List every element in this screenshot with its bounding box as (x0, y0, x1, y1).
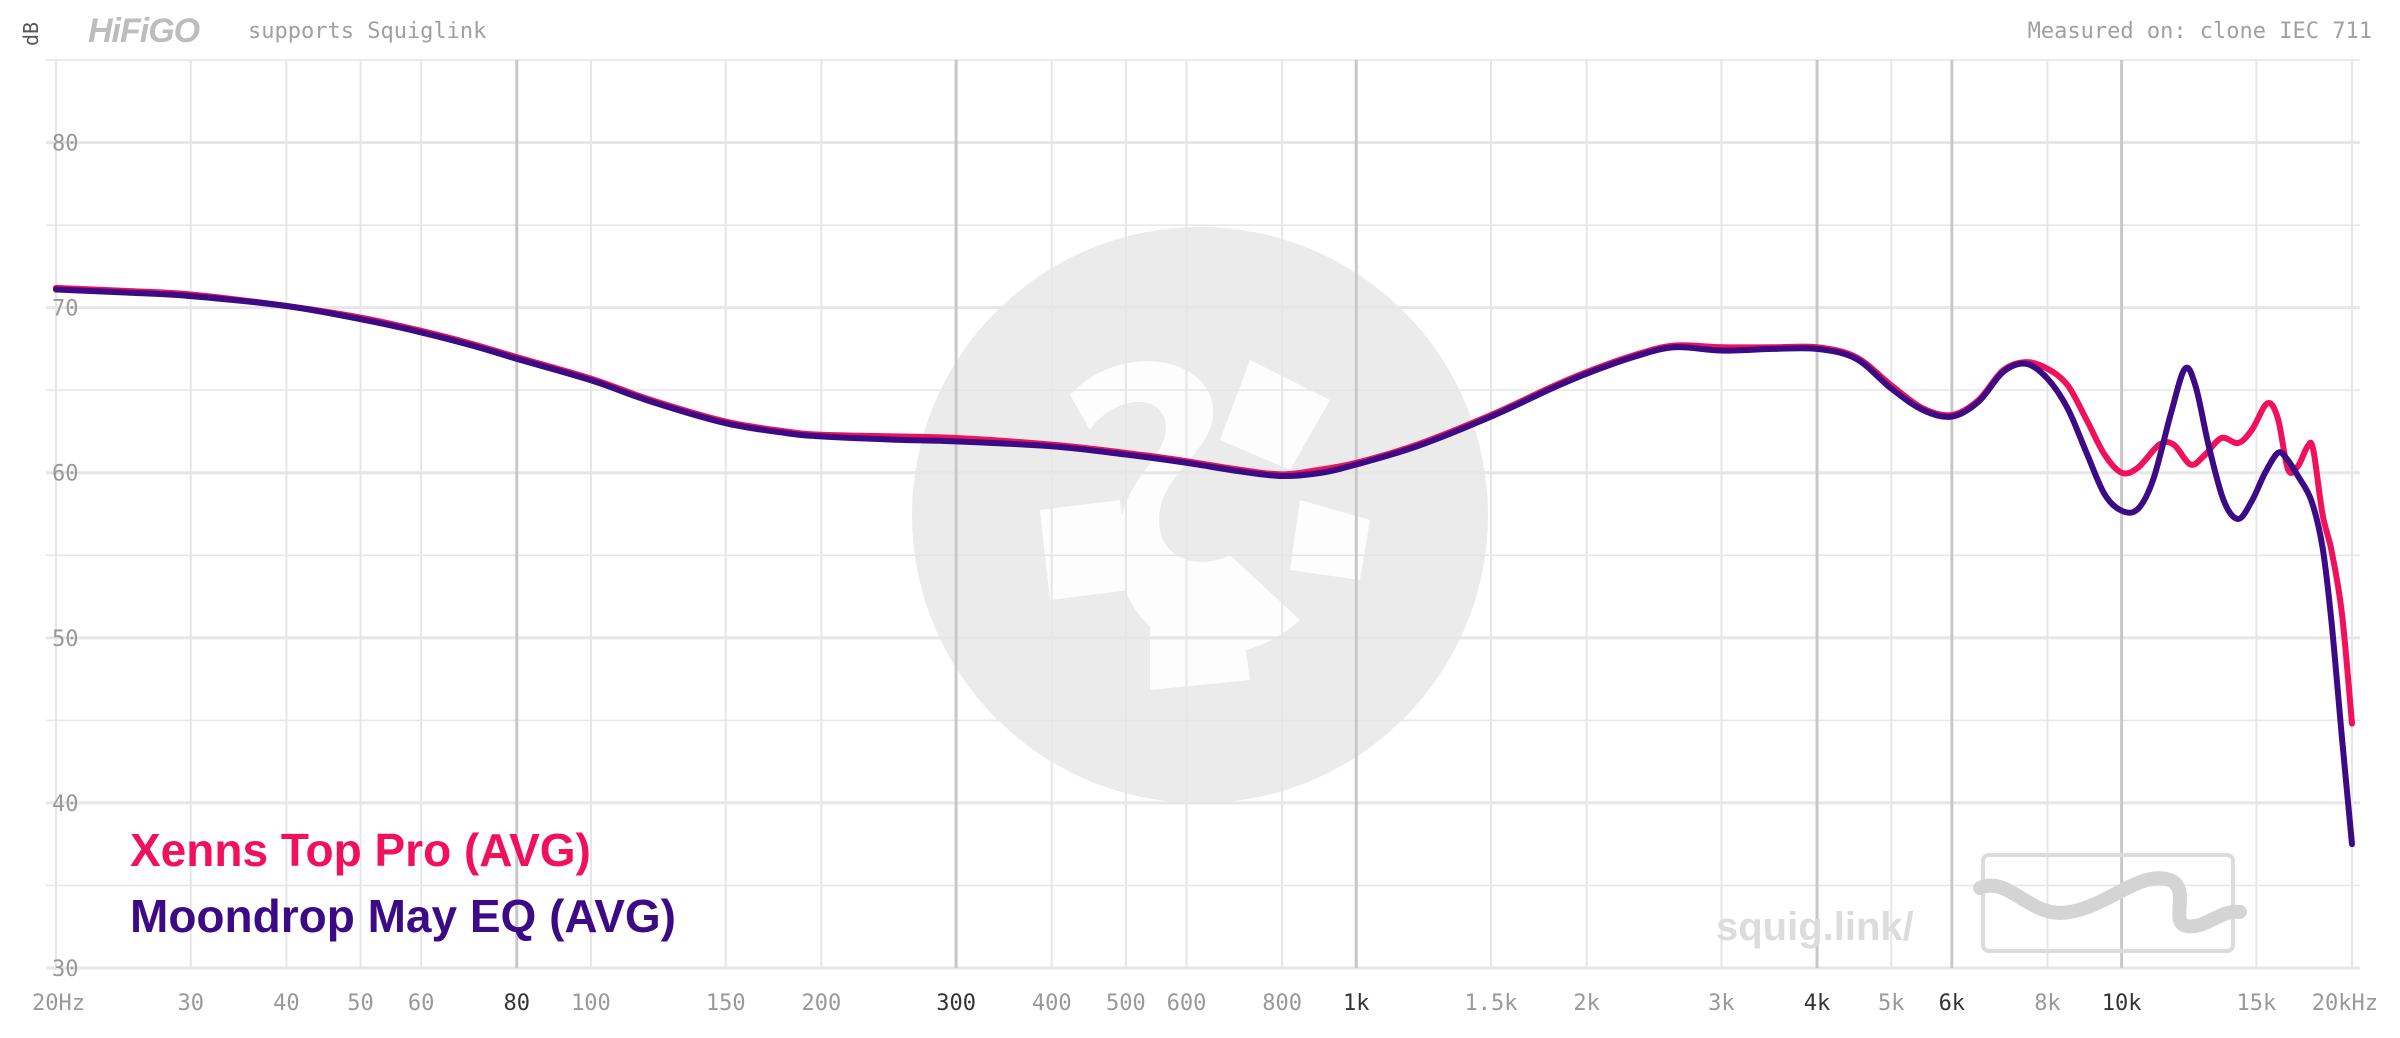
watermark-site-text: squig.link/ (1716, 905, 1914, 949)
brand-logo[interactable]: HiFiGO (88, 12, 201, 50)
x-tick-label: 600 (1167, 991, 1207, 1016)
x-tick-label: 6k (1939, 991, 1966, 1016)
header-tagline: supports Squiglink (248, 19, 486, 44)
x-tick-label: 60 (408, 991, 435, 1016)
x-tick-label: 10k (2102, 991, 2142, 1016)
x-tick-label: 15k (2237, 991, 2277, 1016)
y-tick-label: 60 (52, 462, 79, 487)
x-tick-label: 50 (347, 991, 374, 1016)
series-line-2[interactable] (53, 286, 2355, 848)
watermark-logo-icon (912, 227, 1488, 803)
y-tick-label: 30 (52, 957, 79, 982)
x-tick-label: 40 (273, 991, 300, 1016)
y-axis-tick-labels: 30 40 50 60 70 80 (52, 132, 79, 982)
measured-on-label: Measured on: clone IEC 711 (2028, 19, 2372, 44)
y-tick-label: 50 (52, 627, 79, 652)
legend-series-2-label[interactable]: Moondrop May EQ (AVG) (130, 890, 676, 942)
legend-series-1-label[interactable]: Xenns Top Pro (AVG) (130, 824, 591, 876)
x-tick-label: 800 (1262, 991, 1302, 1016)
y-tick-label: 40 (52, 792, 79, 817)
x-axis-tick-labels: 20Hz 30 40 50 60 80 100 150 200 300 400 500 600 800 1k… (32, 991, 2378, 1016)
series-lines (53, 284, 2355, 848)
x-tick-label: 4k (1804, 991, 1831, 1016)
x-tick-label: 8k (2034, 991, 2061, 1016)
x-tick-label: 100 (571, 991, 611, 1016)
y-tick-label: 80 (52, 132, 79, 157)
x-tick-label: 5k (1878, 991, 1905, 1016)
x-tick-label: 400 (1032, 991, 1072, 1016)
vertical-gridlines (55, 60, 2353, 968)
x-tick-label: 200 (801, 991, 841, 1016)
x-tick-label: 20Hz (32, 991, 85, 1016)
y-axis-unit-label: dB (19, 22, 43, 46)
x-tick-label: 80 (504, 991, 531, 1016)
x-tick-label: 2k (1573, 991, 1600, 1016)
horizontal-gridlines (46, 59, 2360, 970)
x-tick-label: 500 (1106, 991, 1146, 1016)
x-tick-label: 300 (936, 991, 976, 1016)
x-tick-label: 20kHz (2312, 991, 2378, 1016)
x-tick-label: 1.5k (1465, 991, 1518, 1016)
squiglink-logo-icon (1973, 853, 2247, 953)
x-tick-label: 3k (1708, 991, 1735, 1016)
x-tick-label: 30 (178, 991, 205, 1016)
y-tick-label: 70 (52, 297, 79, 322)
legend: Xenns Top Pro (AVG) Moondrop May EQ (AVG… (130, 824, 676, 942)
x-tick-label: 1k (1343, 991, 1370, 1016)
x-tick-label: 150 (706, 991, 746, 1016)
